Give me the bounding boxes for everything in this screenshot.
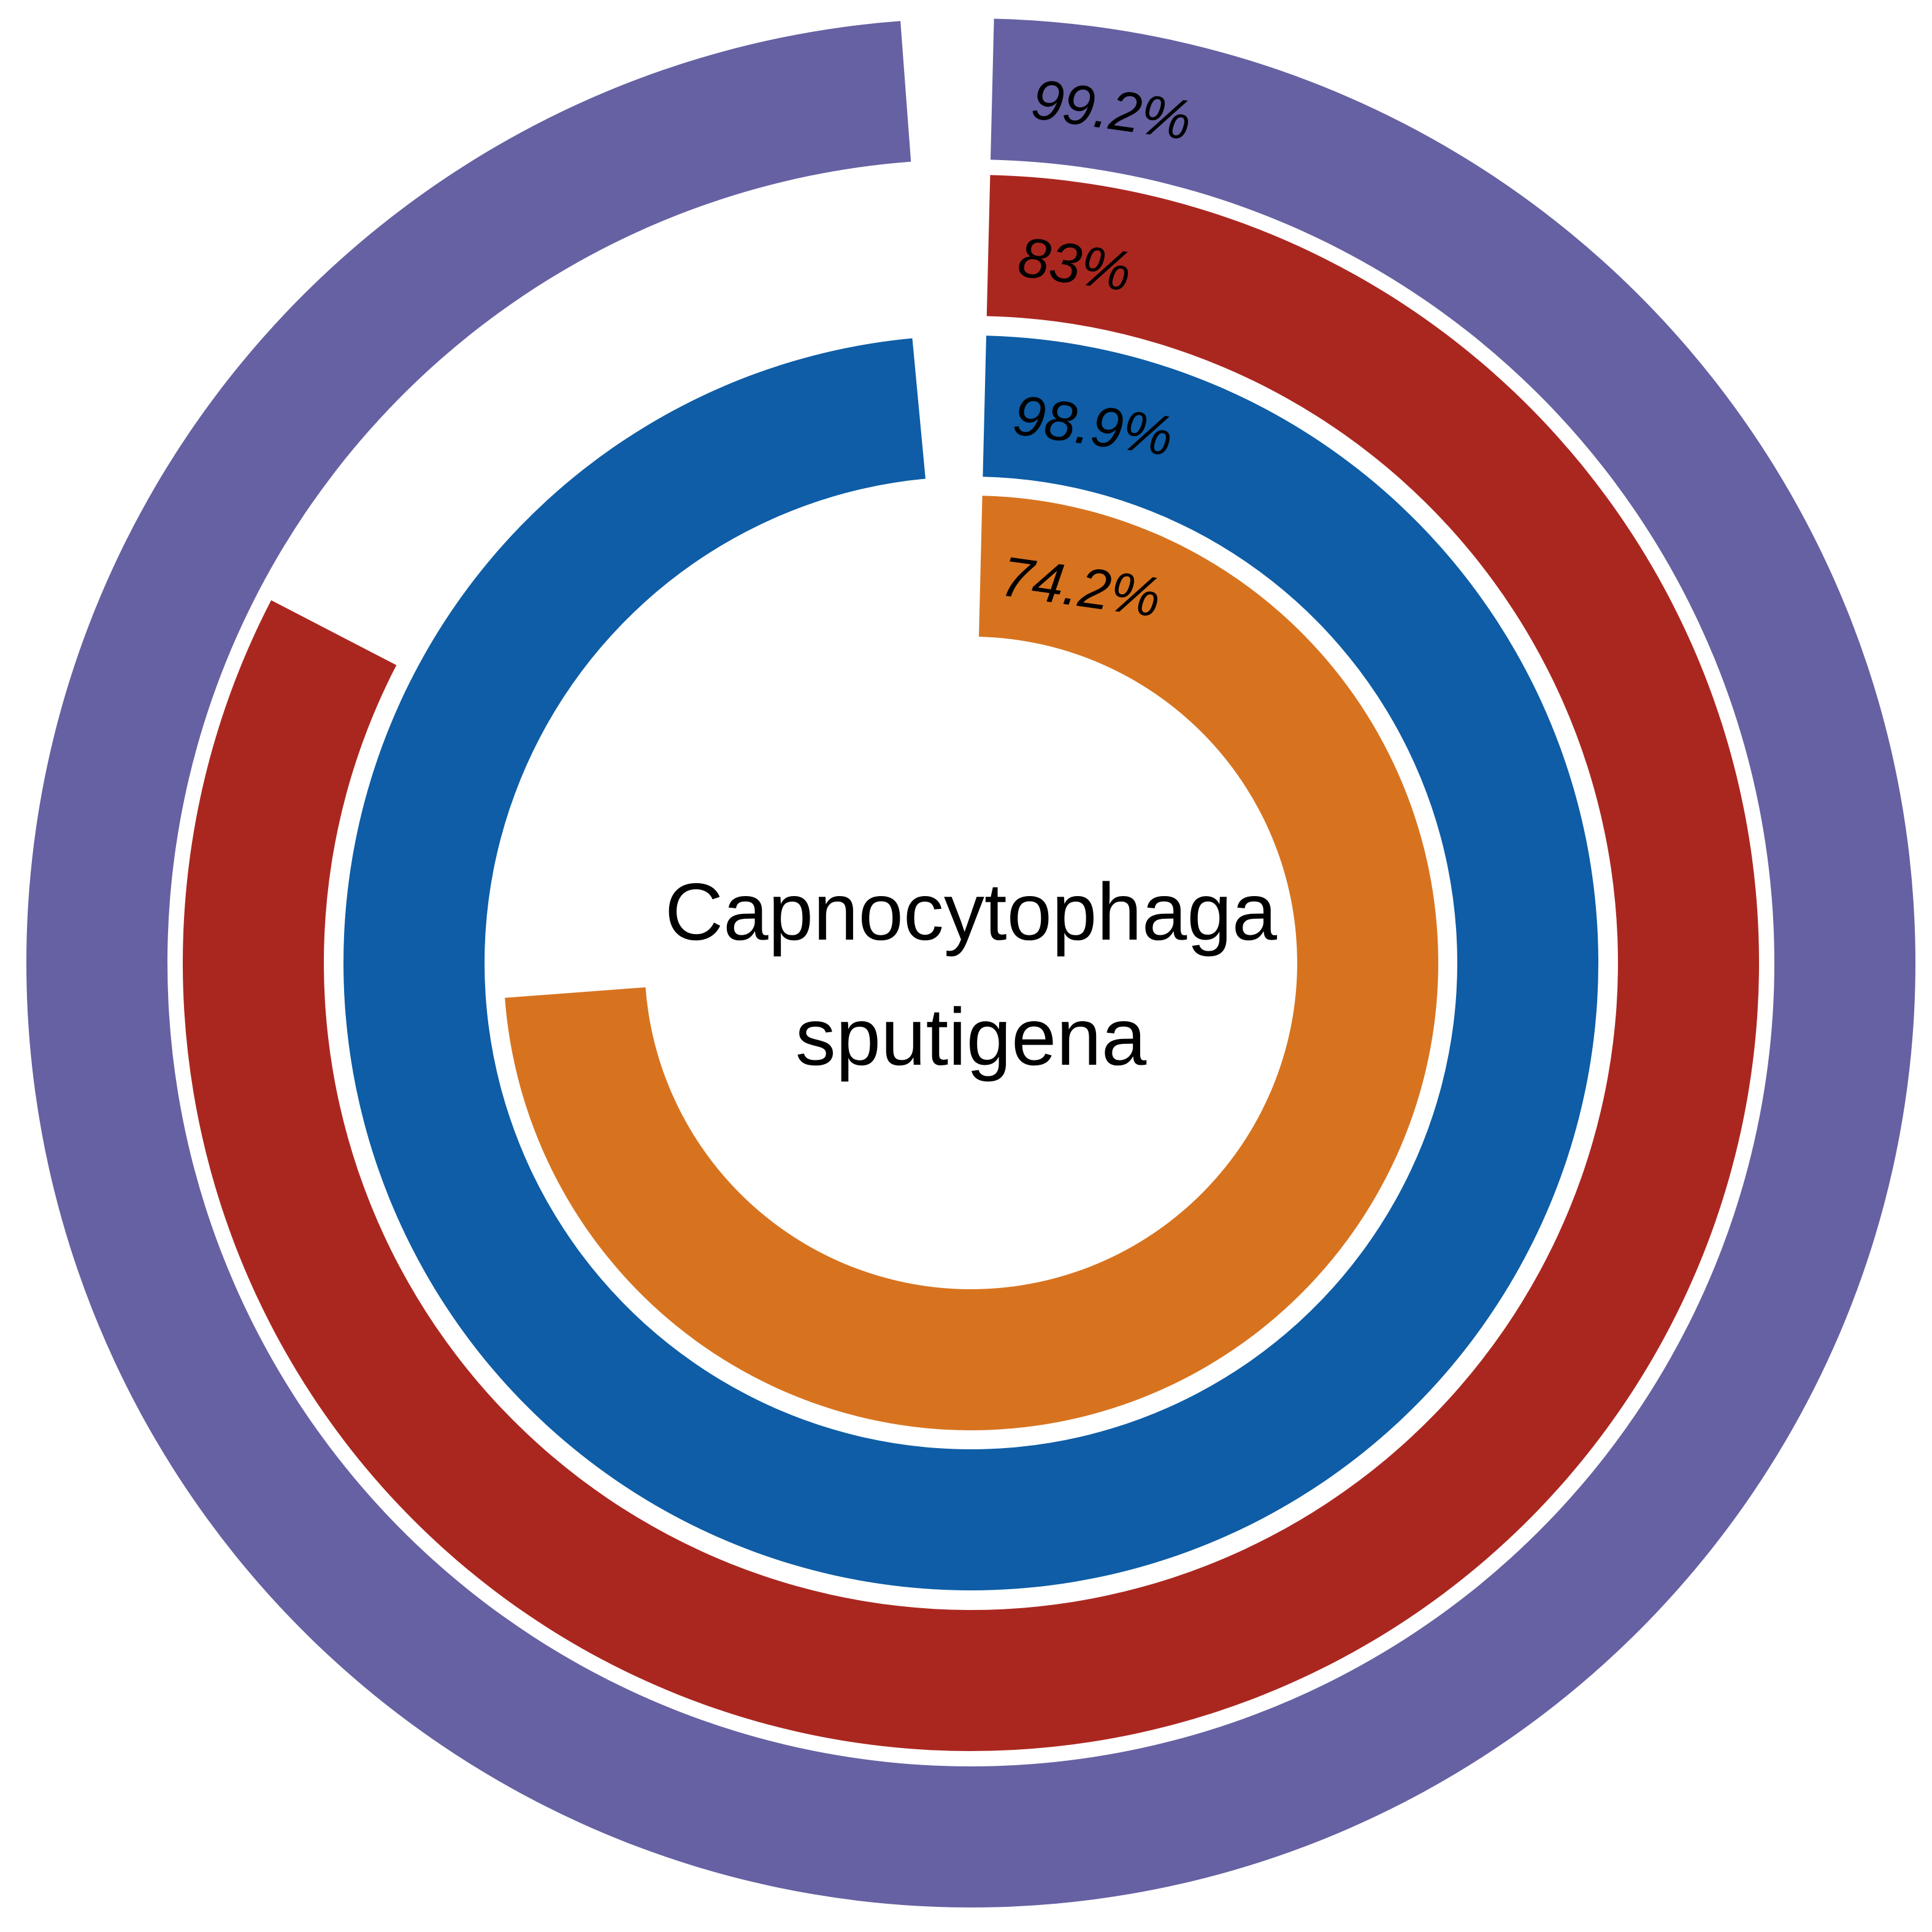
ring-value-label-second: 83% xyxy=(1014,226,1135,304)
ring-bar-inner xyxy=(505,496,1439,1430)
center-label-line-1: Capnocytophaga xyxy=(665,867,1278,957)
rings-layer xyxy=(26,18,1916,1907)
center-label-line-2: sputigena xyxy=(795,992,1147,1082)
